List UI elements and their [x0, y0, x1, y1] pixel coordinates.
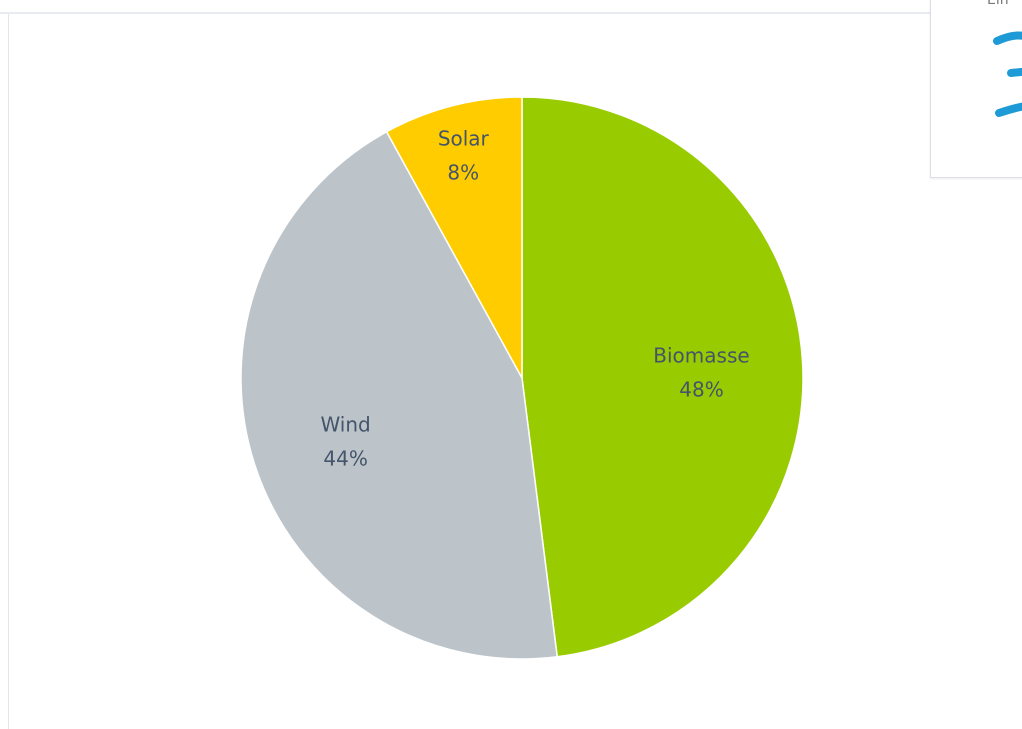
pie-label-wind: Wind [320, 412, 370, 436]
chart-panel: Biomasse 48% Wind 44% Solar 8% [8, 14, 1022, 729]
pie-chart: Biomasse 48% Wind 44% Solar 8% [240, 96, 804, 660]
pie-slices [240, 96, 804, 660]
pie-slice-wind[interactable] [240, 130, 559, 660]
pie-label-biomasse: Biomasse [653, 344, 749, 368]
pie-slice-solar[interactable] [385, 96, 523, 379]
side-card-big-digit-icon [993, 31, 1022, 117]
side-card-partial-text: Ein [987, 0, 1009, 8]
pie-value-label-biomasse: 48% [679, 378, 723, 402]
pie-labels: Biomasse 48% Wind 44% Solar 8% [320, 126, 749, 470]
pie-value-label-solar: 8% [447, 160, 479, 184]
side-card[interactable]: Ein [930, 0, 1022, 178]
pie-value-label-wind: 44% [323, 446, 367, 470]
pie-slice-biomasse[interactable] [521, 96, 804, 658]
top-divider [0, 12, 930, 14]
pie-label-solar: Solar [438, 126, 490, 150]
